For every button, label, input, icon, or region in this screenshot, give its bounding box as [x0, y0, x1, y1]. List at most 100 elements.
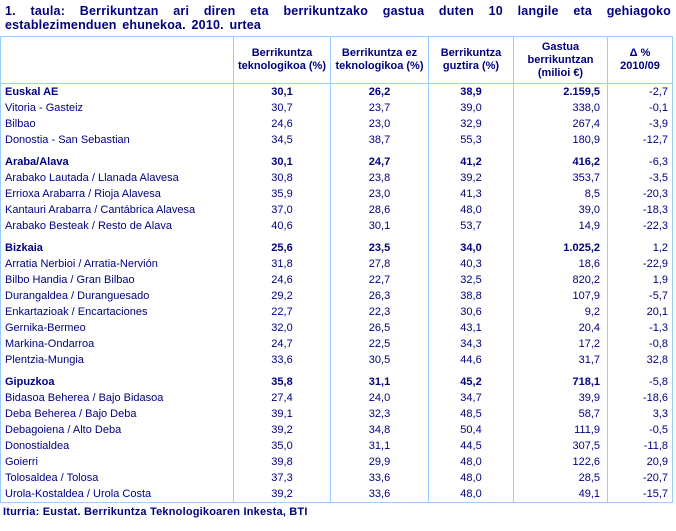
cell-value: 35,9: [233, 186, 331, 202]
cell-value: 39,1: [233, 406, 331, 422]
cell-value: 30,7: [233, 100, 331, 116]
row-label: Kantauri Arabarra / Cantábrica Alavesa: [0, 202, 234, 218]
cell-value: 48,0: [428, 470, 514, 486]
cell-value: 29,2: [233, 288, 331, 304]
table-row: Donostialdea 35,0 31,1 44,5 307,5 -11,8: [0, 438, 673, 454]
table-header: Berrikuntza teknologikoa (%) Berrikuntza…: [0, 36, 673, 84]
cell-value: -15,7: [607, 486, 673, 503]
cell-value: 31,8: [233, 256, 331, 272]
cell-value: -1,3: [607, 320, 673, 336]
cell-value: -20,3: [607, 186, 673, 202]
row-label: Plentzia-Mungia: [0, 352, 234, 368]
cell-value: 24,7: [233, 336, 331, 352]
section-spacer-row: [0, 368, 673, 374]
cell-value: 122,6: [513, 454, 608, 470]
cell-value: -0,5: [607, 422, 673, 438]
cell-value: 267,4: [513, 116, 608, 132]
cell-value: 416,2: [513, 154, 608, 170]
row-label: Euskal AE: [0, 83, 234, 100]
cell-value: 44,6: [428, 352, 514, 368]
cell-value: 1,2: [607, 240, 673, 256]
row-label: Goierri: [0, 454, 234, 470]
table-row: Durangaldea / Duranguesado 29,2 26,3 38,8 10…: [0, 288, 673, 304]
cell-value: 23,7: [330, 100, 429, 116]
cell-value: 26,3: [330, 288, 429, 304]
cell-value: 28,5: [513, 470, 608, 486]
header-row: Berrikuntza teknologikoa (%) Berrikuntza…: [0, 36, 673, 84]
page-title: 1. taula: Berrikuntzan ari diren eta ber…: [5, 4, 671, 32]
row-label: Arratia Nerbioi / Arratia-Nervión: [0, 256, 234, 272]
cell-value: 37,0: [233, 202, 331, 218]
table-row-section-total: Gipuzkoa 35,8 31,1 45,2 718,1 -5,8: [0, 374, 673, 390]
statistics-table: Berrikuntza teknologikoa (%) Berrikuntza…: [0, 36, 673, 503]
cell-value: -12,7: [607, 132, 673, 148]
row-label: Bilbo Handia / Gran Bilbao: [0, 272, 234, 288]
cell-value: 39,9: [513, 390, 608, 406]
cell-value: -18,3: [607, 202, 673, 218]
spacer-cell: [607, 368, 673, 374]
cell-value: 32,3: [330, 406, 429, 422]
cell-value: 34,0: [428, 240, 514, 256]
table-row: Gernika-Bermeo 32,0 26,5 43,1 20,4 -1,3: [0, 320, 673, 336]
table-row-section-total: Araba/Alava 30,1 24,7 41,2 416,2 -6,3: [0, 154, 673, 170]
cell-value: 20,9: [607, 454, 673, 470]
cell-value: 2.159,5: [513, 83, 608, 100]
cell-value: 32,8: [607, 352, 673, 368]
source-note: Iturria: Eustat. Berrikuntza Teknologiko…: [3, 506, 308, 518]
row-label: Durangaldea / Duranguesado: [0, 288, 234, 304]
cell-value: 39,2: [233, 486, 331, 503]
header-cell-expenditure: Gastua berrikuntzan (milioi €): [513, 36, 608, 84]
cell-value: 35,8: [233, 374, 331, 390]
row-label: Araba/Alava: [0, 154, 234, 170]
cell-value: 3,3: [607, 406, 673, 422]
cell-value: 32,9: [428, 116, 514, 132]
row-label: Deba Beherea / Bajo Deba: [0, 406, 234, 422]
row-label: Tolosaldea / Tolosa: [0, 470, 234, 486]
cell-value: 38,9: [428, 83, 514, 100]
section-spacer-row: [0, 148, 673, 154]
row-label: Arabako Lautada / Llanada Alavesa: [0, 170, 234, 186]
cell-value: 24,0: [330, 390, 429, 406]
row-label: Vitoria - Gasteiz: [0, 100, 234, 116]
cell-value: 25,6: [233, 240, 331, 256]
table-body: Euskal AE 30,1 26,2 38,9 2.159,5 -2,7 Vitoria …: [0, 83, 673, 503]
row-label: Enkartazioak / Encartaciones: [0, 304, 234, 320]
cell-value: 41,2: [428, 154, 514, 170]
table-row: Bilbo Handia / Gran Bilbao 24,6 22,7 32,5 82…: [0, 272, 673, 288]
cell-value: 33,6: [330, 470, 429, 486]
cell-value: 34,7: [428, 390, 514, 406]
cell-value: 27,8: [330, 256, 429, 272]
cell-value: 31,1: [330, 438, 429, 454]
row-label: Urola-Kostaldea / Urola Costa: [0, 486, 234, 503]
cell-value: 24,6: [233, 272, 331, 288]
cell-value: 48,5: [428, 406, 514, 422]
cell-value: 40,6: [233, 218, 331, 234]
header-cell-tech-innovation: Berrikuntza teknologikoa (%): [233, 36, 331, 84]
cell-value: 18,6: [513, 256, 608, 272]
cell-value: 338,0: [513, 100, 608, 116]
cell-value: 30,6: [428, 304, 514, 320]
row-label: Donostia - San Sebastian: [0, 132, 234, 148]
cell-value: 20,1: [607, 304, 673, 320]
row-label: Bizkaia: [0, 240, 234, 256]
cell-value: 50,4: [428, 422, 514, 438]
cell-value: 8,5: [513, 186, 608, 202]
cell-value: 353,7: [513, 170, 608, 186]
table-row: Errioxa Arabarra / Rioja Alavesa 35,9 23,0…: [0, 186, 673, 202]
cell-value: 53,7: [428, 218, 514, 234]
cell-value: 23,0: [330, 116, 429, 132]
table-row: Urola-Kostaldea / Urola Costa 39,2 33,6 48,…: [0, 486, 673, 503]
cell-value: 20,4: [513, 320, 608, 336]
table-row: Goierri 39,8 29,9 48,0 122,6 20,9: [0, 454, 673, 470]
cell-value: 34,5: [233, 132, 331, 148]
cell-value: 40,3: [428, 256, 514, 272]
row-label: Debagoiena / Alto Deba: [0, 422, 234, 438]
cell-value: 34,3: [428, 336, 514, 352]
cell-value: 180,9: [513, 132, 608, 148]
cell-value: 30,1: [233, 83, 331, 100]
cell-value: 58,7: [513, 406, 608, 422]
row-label: Markina-Ondarroa: [0, 336, 234, 352]
cell-value: 55,3: [428, 132, 514, 148]
cell-value: 39,0: [513, 202, 608, 218]
cell-value: 9,2: [513, 304, 608, 320]
